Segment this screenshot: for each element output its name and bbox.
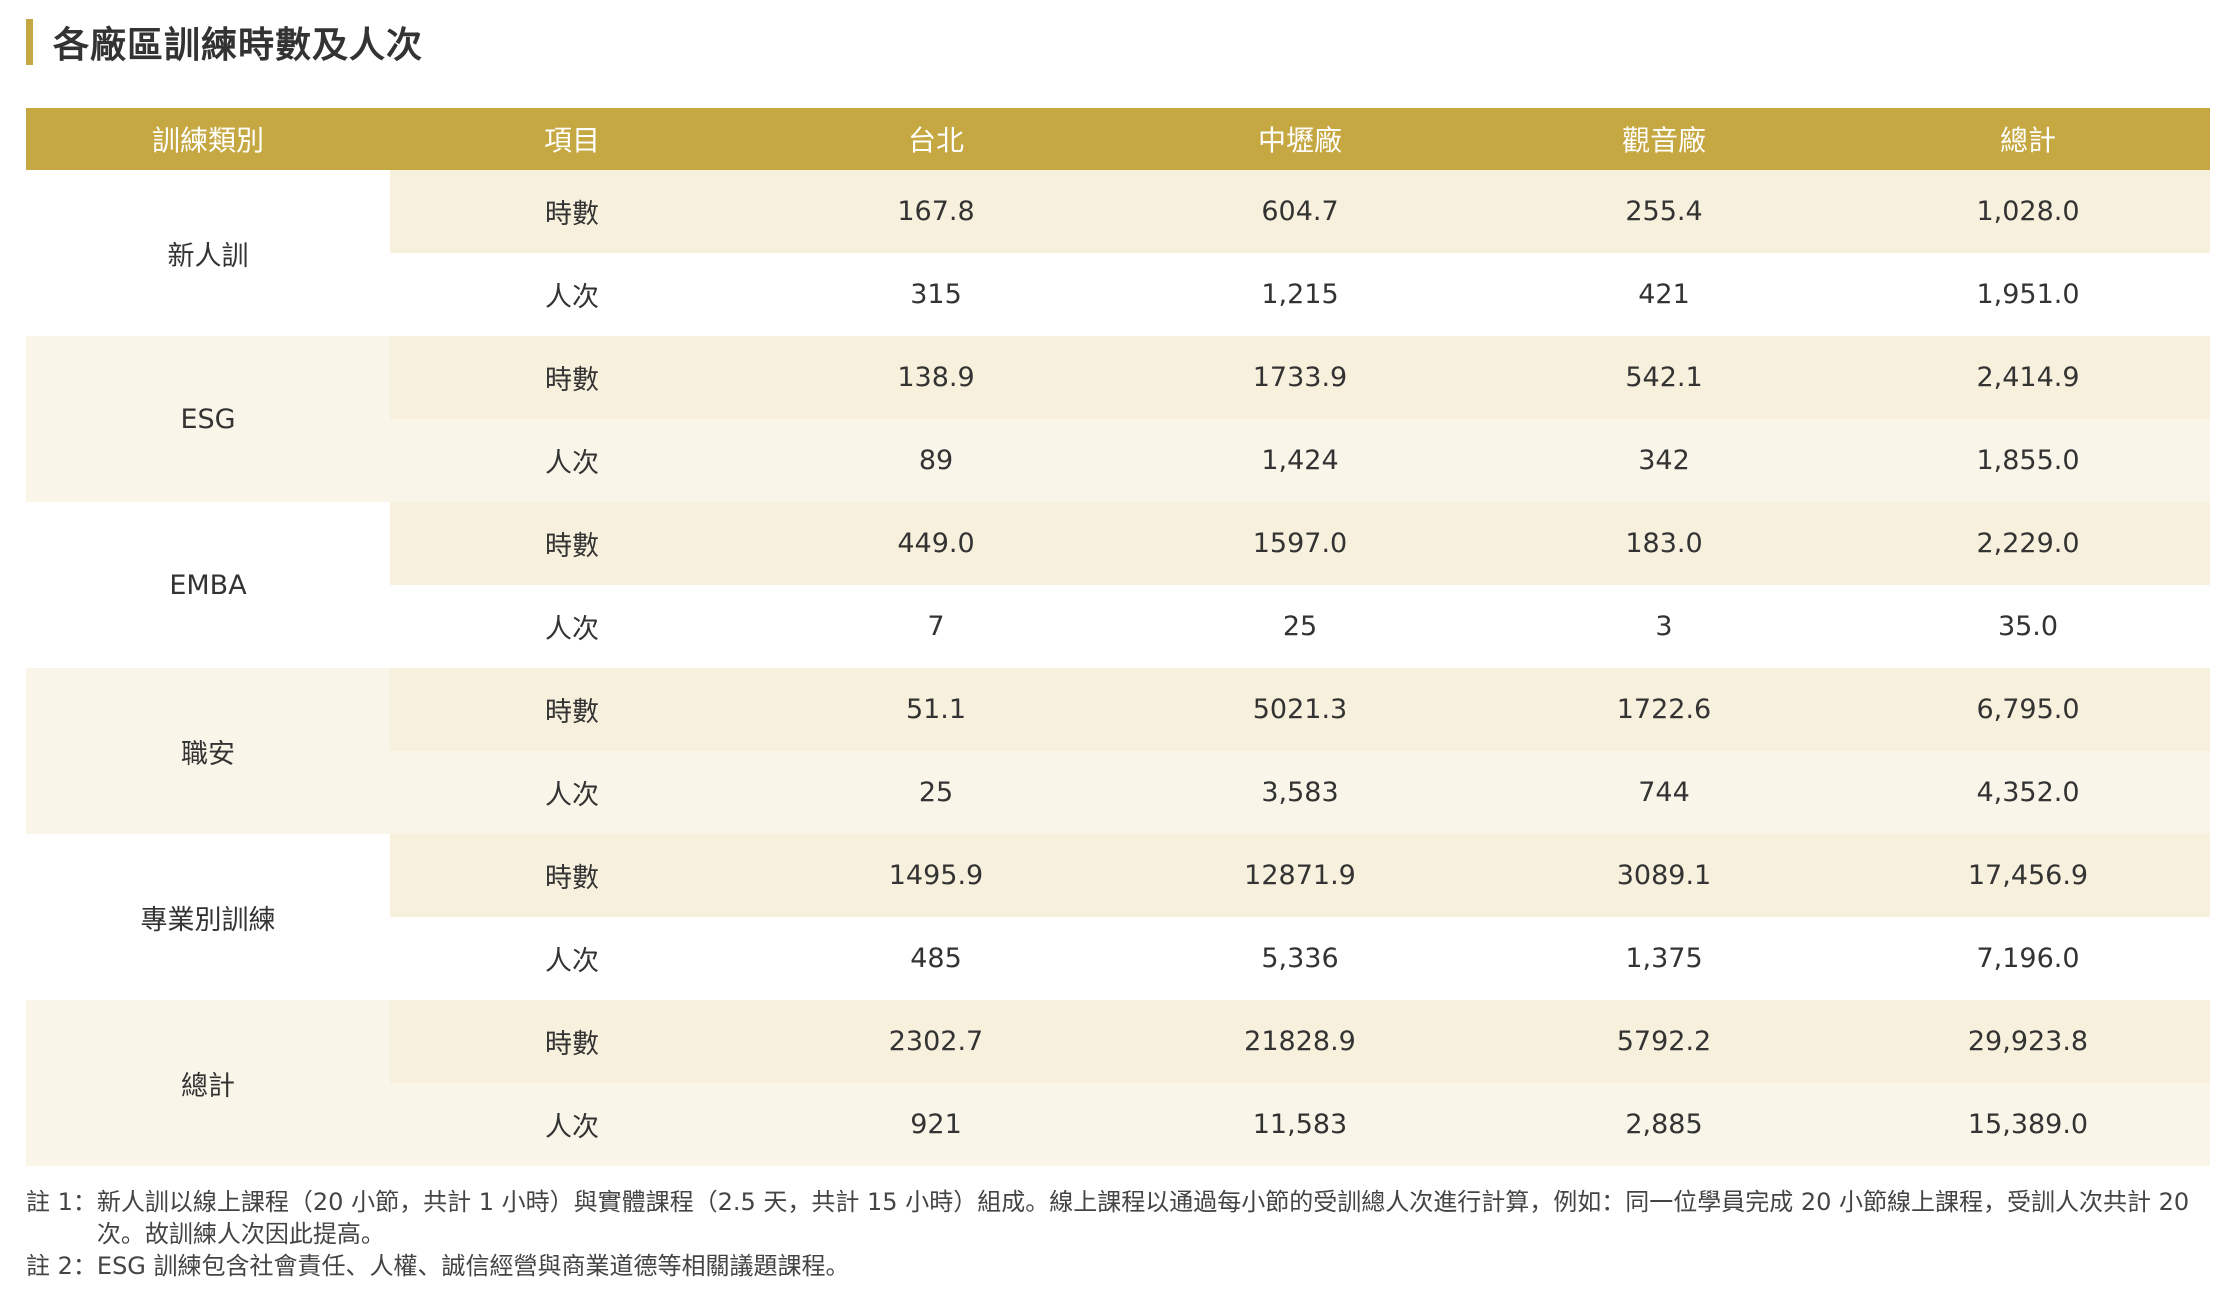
table-row: 人次 921 11,583 2,885 15,389.0 <box>26 1083 2210 1166</box>
cell-total: 1,951.0 <box>1846 253 2210 336</box>
table-body: 新人訓 時數 167.8 604.7 255.4 1,028.0 人次 315 1,215 421… <box>26 170 2210 1166</box>
table-row: 總計 時數 2302.7 21828.9 5792.2 29,923.8 <box>26 1000 2210 1166</box>
cell-zhongli: 12871.9 <box>1118 834 1482 917</box>
cell-taipei: 7 <box>754 585 1118 668</box>
header-category: 訓練類別 <box>26 108 390 170</box>
cell-taipei: 485 <box>754 917 1118 1000</box>
table-row: 人次 25 3,583 744 4,352.0 <box>26 751 2210 834</box>
cell-guanyin: 255.4 <box>1482 170 1846 253</box>
table-row: 人次 7 25 3 35.0 <box>26 585 2210 668</box>
table-row: 人次 315 1,215 421 1,951.0 <box>26 253 2210 336</box>
cell-guanyin: 421 <box>1482 253 1846 336</box>
footnotes: 註 1： 新人訓以線上課程（20 小節，共計 1 小時）與實體課程（2.5 天，… <box>26 1186 2210 1282</box>
footnote-text: 新人訓以線上課程（20 小節，共計 1 小時）與實體課程（2.5 天，共計 15… <box>96 1188 2190 1248</box>
table-row: 新人訓 時數 167.8 604.7 255.4 1,028.0 <box>26 170 2210 336</box>
cell-taipei: 315 <box>754 253 1118 336</box>
cell-guanyin: 3089.1 <box>1482 834 1846 917</box>
cell-taipei: 921 <box>754 1083 1118 1166</box>
item-cell: 人次 <box>390 585 754 668</box>
item-cell: 時數 <box>390 1000 754 1083</box>
cell-zhongli: 1733.9 <box>1118 336 1482 419</box>
cell-guanyin: 183.0 <box>1482 502 1846 585</box>
cell-zhongli: 5,336 <box>1118 917 1482 1000</box>
cell-zhongli: 11,583 <box>1118 1083 1482 1166</box>
item-cell: 人次 <box>390 1083 754 1166</box>
cell-total: 6,795.0 <box>1846 668 2210 751</box>
table-row: EMBA 時數 449.0 1597.0 183.0 2,229.0 <box>26 502 2210 668</box>
cell-zhongli: 21828.9 <box>1118 1000 1482 1083</box>
table-row: 職安 時數 51.1 5021.3 1722.6 6,795.0 <box>26 668 2210 834</box>
category-cell: 職安 <box>26 668 390 834</box>
cell-zhongli: 1,424 <box>1118 419 1482 502</box>
cell-guanyin: 342 <box>1482 419 1846 502</box>
cell-total: 1,028.0 <box>1846 170 2210 253</box>
item-cell: 時數 <box>390 502 754 585</box>
footnote-label: 註 2： <box>26 1252 97 1280</box>
cell-zhongli: 1597.0 <box>1118 502 1482 585</box>
section-heading: 各廠區訓練時數及人次 <box>26 18 423 66</box>
table-header: 訓練類別 項目 台北 中壢廠 觀音廠 總計 <box>26 108 2210 170</box>
header-guanyin: 觀音廠 <box>1482 108 1846 170</box>
table-row: 人次 89 1,424 342 1,855.0 <box>26 419 2210 502</box>
cell-guanyin: 5792.2 <box>1482 1000 1846 1083</box>
cell-taipei: 89 <box>754 419 1118 502</box>
header-row: 訓練類別 項目 台北 中壢廠 觀音廠 總計 <box>26 108 2210 170</box>
cell-total: 2,229.0 <box>1846 502 2210 585</box>
cell-zhongli: 5021.3 <box>1118 668 1482 751</box>
cell-zhongli: 1,215 <box>1118 253 1482 336</box>
cell-total: 15,389.0 <box>1846 1083 2210 1166</box>
item-cell: 時數 <box>390 668 754 751</box>
cell-guanyin: 542.1 <box>1482 336 1846 419</box>
cell-zhongli: 25 <box>1118 585 1482 668</box>
cell-guanyin: 1,375 <box>1482 917 1846 1000</box>
footnote-2: 註 2： ESG 訓練包含社會責任、人權、誠信經營與商業道德等相關議題課程。 <box>26 1250 2210 1282</box>
item-cell: 時數 <box>390 834 754 917</box>
footnote-text: ESG 訓練包含社會責任、人權、誠信經營與商業道德等相關議題課程。 <box>96 1252 850 1280</box>
cell-taipei: 1495.9 <box>754 834 1118 917</box>
category-cell: ESG <box>26 336 390 502</box>
item-cell: 時數 <box>390 336 754 419</box>
cell-guanyin: 1722.6 <box>1482 668 1846 751</box>
item-cell: 人次 <box>390 751 754 834</box>
footnote-label: 註 1： <box>26 1188 97 1216</box>
cell-taipei: 51.1 <box>754 668 1118 751</box>
cell-total: 2,414.9 <box>1846 336 2210 419</box>
cell-taipei: 138.9 <box>754 336 1118 419</box>
cell-total: 17,456.9 <box>1846 834 2210 917</box>
cell-guanyin: 3 <box>1482 585 1846 668</box>
item-cell: 人次 <box>390 917 754 1000</box>
title-accent-bar <box>26 19 33 65</box>
table-row: ESG 時數 138.9 1733.9 542.1 2,414.9 <box>26 336 2210 502</box>
table-row: 人次 485 5,336 1,375 7,196.0 <box>26 917 2210 1000</box>
category-cell: 新人訓 <box>26 170 390 336</box>
cell-taipei: 449.0 <box>754 502 1118 585</box>
header-taipei: 台北 <box>754 108 1118 170</box>
training-table: 訓練類別 項目 台北 中壢廠 觀音廠 總計 新人訓 時數 167.8 604.7 255… <box>26 108 2210 1166</box>
item-cell: 人次 <box>390 419 754 502</box>
category-cell: EMBA <box>26 502 390 668</box>
header-zhongli: 中壢廠 <box>1118 108 1482 170</box>
cell-total: 4,352.0 <box>1846 751 2210 834</box>
item-cell: 人次 <box>390 253 754 336</box>
cell-guanyin: 2,885 <box>1482 1083 1846 1166</box>
header-total: 總計 <box>1846 108 2210 170</box>
table-row: 專業別訓練 時數 1495.9 12871.9 3089.1 17,456.9 <box>26 834 2210 1000</box>
cell-total: 35.0 <box>1846 585 2210 668</box>
cell-total: 7,196.0 <box>1846 917 2210 1000</box>
cell-total: 1,855.0 <box>1846 419 2210 502</box>
cell-zhongli: 3,583 <box>1118 751 1482 834</box>
footnote-1: 註 1： 新人訓以線上課程（20 小節，共計 1 小時）與實體課程（2.5 天，… <box>26 1186 2210 1250</box>
cell-taipei: 2302.7 <box>754 1000 1118 1083</box>
cell-taipei: 25 <box>754 751 1118 834</box>
header-item: 項目 <box>390 108 754 170</box>
cell-guanyin: 744 <box>1482 751 1846 834</box>
cell-taipei: 167.8 <box>754 170 1118 253</box>
cell-zhongli: 604.7 <box>1118 170 1482 253</box>
category-cell: 專業別訓練 <box>26 834 390 1000</box>
category-cell: 總計 <box>26 1000 390 1166</box>
page-title: 各廠區訓練時數及人次 <box>53 25 424 66</box>
cell-total: 29,923.8 <box>1846 1000 2210 1083</box>
item-cell: 時數 <box>390 170 754 253</box>
